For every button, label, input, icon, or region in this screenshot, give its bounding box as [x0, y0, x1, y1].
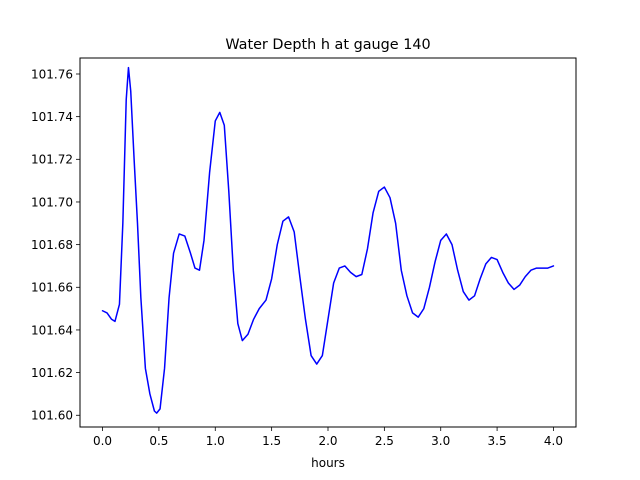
y-tick-label: 101.64	[31, 323, 73, 337]
x-tick-label: 1.0	[206, 434, 225, 448]
x-tick-label: 1.5	[262, 434, 281, 448]
x-tick-label: 3.5	[488, 434, 507, 448]
x-tick-label: 2.0	[318, 434, 337, 448]
y-tick-label: 101.72	[31, 153, 73, 167]
series-line	[101, 66, 555, 414]
x-tick-label: 3.0	[431, 434, 450, 448]
x-axis-ticks: 0.0 0.5 1.0 1.5 2.0 2.5 3.0 3.5 4.0	[93, 427, 563, 448]
y-tick-label: 101.66	[31, 281, 73, 295]
x-tick-label: 2.5	[375, 434, 394, 448]
x-tick-label: 4.0	[544, 434, 563, 448]
chart-title: Water Depth h at gauge 140	[225, 37, 430, 53]
y-axis-ticks: 101.60 101.62 101.64 101.66 101.68 101.70 101.…	[31, 67, 80, 423]
y-tick-label: 101.74	[31, 110, 73, 124]
x-tick-label: 0.5	[149, 434, 168, 448]
plot-frame	[79, 57, 577, 428]
y-tick-label: 101.68	[31, 238, 73, 252]
y-tick-label: 101.60	[31, 409, 73, 423]
y-tick-label: 101.70	[31, 195, 73, 209]
y-tick-label: 101.76	[31, 67, 73, 81]
plot-area	[101, 66, 555, 414]
x-tick-label: 0.0	[93, 434, 112, 448]
x-axis-label: hours	[311, 456, 345, 470]
y-tick-label: 101.62	[31, 366, 73, 380]
